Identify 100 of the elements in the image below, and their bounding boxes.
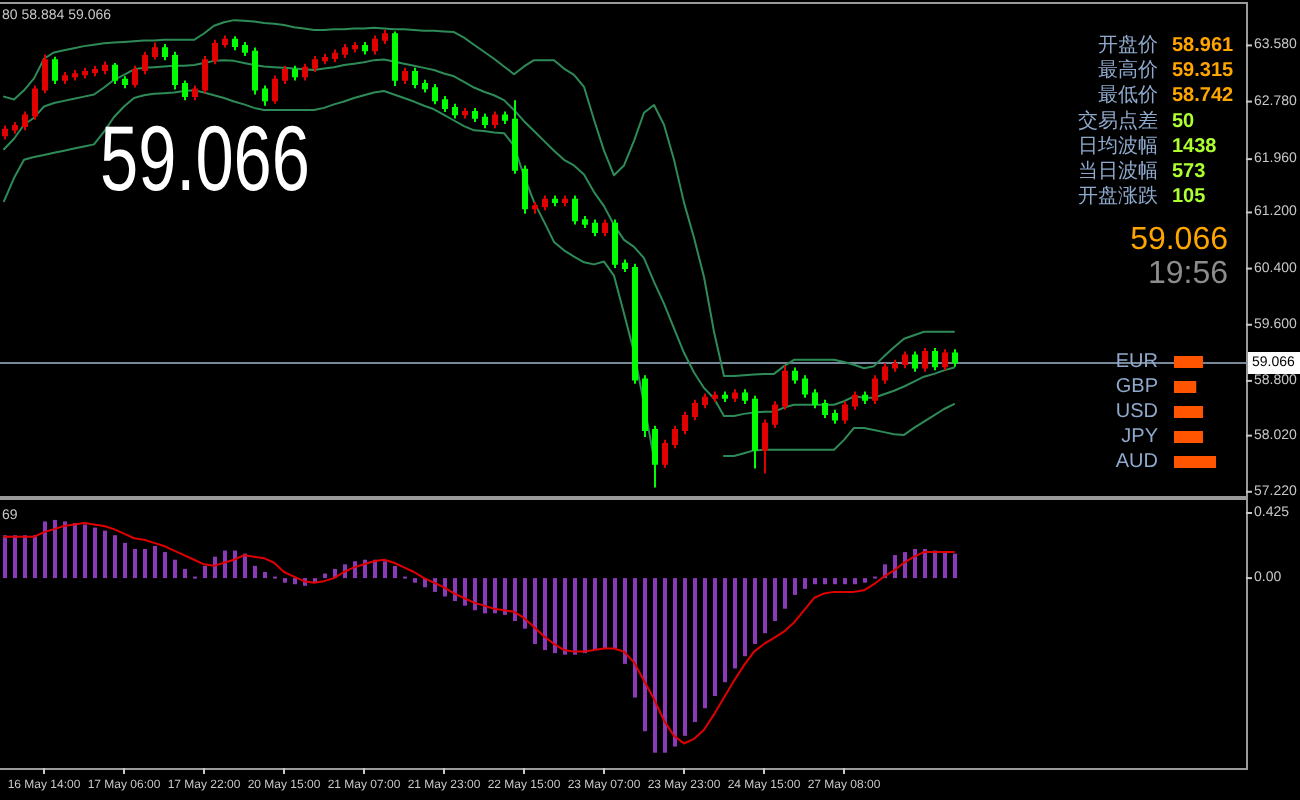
bar bbox=[943, 552, 947, 579]
text: 58.742 bbox=[1172, 85, 1235, 108]
text: 1438 bbox=[1172, 135, 1218, 158]
candlestick bbox=[512, 99, 518, 175]
bar bbox=[643, 578, 647, 732]
candlestick bbox=[262, 84, 268, 107]
bar bbox=[183, 568, 187, 579]
bar bbox=[253, 565, 257, 579]
candlestick bbox=[812, 388, 818, 410]
bar bbox=[593, 578, 597, 651]
candlestick bbox=[462, 106, 468, 120]
candlestick bbox=[882, 362, 888, 385]
candlestick bbox=[412, 66, 418, 90]
candlestick bbox=[562, 194, 568, 208]
bar bbox=[93, 527, 97, 579]
bar bbox=[33, 535, 37, 579]
text: 105 bbox=[1172, 186, 1207, 209]
bar bbox=[533, 578, 537, 644]
candlestick bbox=[892, 358, 898, 373]
candlestick bbox=[152, 41, 158, 61]
candlestick bbox=[912, 350, 918, 373]
bar bbox=[113, 535, 117, 579]
bar bbox=[823, 578, 827, 585]
bar bbox=[543, 578, 547, 651]
bar bbox=[693, 578, 697, 723]
bar bbox=[753, 578, 757, 644]
candlestick bbox=[22, 110, 28, 132]
candlestick bbox=[852, 390, 858, 411]
bar bbox=[783, 578, 787, 609]
bar bbox=[633, 578, 637, 698]
candlestick bbox=[832, 408, 838, 425]
bar bbox=[103, 530, 107, 579]
line-series bbox=[3, 58, 955, 417]
bar bbox=[953, 553, 957, 579]
bar bbox=[463, 578, 467, 606]
bar bbox=[553, 578, 557, 654]
bar bbox=[733, 578, 737, 669]
bar bbox=[673, 578, 677, 747]
candlestick bbox=[532, 200, 538, 215]
candlestick bbox=[122, 75, 128, 90]
bar bbox=[503, 578, 507, 615]
y-tick-label: USD bbox=[1115, 401, 1158, 423]
candlestick bbox=[202, 54, 208, 95]
candlestick bbox=[442, 94, 448, 114]
candlestick bbox=[692, 398, 698, 422]
text: 日均波幅 bbox=[1078, 133, 1158, 158]
candlestick bbox=[952, 348, 958, 368]
bar bbox=[603, 578, 607, 649]
candlestick bbox=[222, 34, 228, 49]
candlestick bbox=[12, 120, 18, 135]
bar bbox=[383, 561, 387, 579]
candlestick bbox=[102, 60, 108, 76]
bar bbox=[13, 535, 17, 579]
bar bbox=[913, 549, 917, 579]
text: 59.066 bbox=[1130, 223, 1229, 257]
candlestick bbox=[372, 34, 378, 56]
bar bbox=[203, 565, 207, 579]
bar bbox=[793, 578, 797, 595]
candlestick bbox=[782, 364, 788, 411]
candlestick bbox=[362, 40, 368, 56]
bar bbox=[123, 542, 127, 579]
bar bbox=[453, 578, 457, 602]
candlestick bbox=[722, 390, 728, 403]
bar bbox=[173, 559, 177, 579]
candlestick bbox=[902, 350, 908, 370]
y-tick-label: JPY bbox=[1121, 426, 1159, 448]
bar bbox=[473, 578, 477, 611]
candlestick bbox=[742, 388, 748, 406]
candlestick bbox=[672, 424, 678, 450]
bar bbox=[833, 578, 837, 585]
bar bbox=[563, 578, 567, 655]
candlestick bbox=[282, 64, 288, 86]
bar bbox=[133, 549, 137, 579]
candlestick bbox=[552, 194, 558, 208]
candlestick bbox=[92, 64, 98, 78]
candlestick bbox=[302, 62, 308, 82]
text: 59.315 bbox=[1172, 60, 1235, 83]
bar bbox=[53, 519, 57, 579]
candlestick bbox=[82, 66, 88, 80]
candlestick bbox=[932, 346, 938, 372]
candlestick bbox=[862, 390, 868, 406]
candlestick bbox=[312, 54, 318, 74]
candlestick bbox=[32, 84, 38, 121]
bar bbox=[153, 545, 157, 579]
bar bbox=[583, 578, 587, 654]
bar bbox=[143, 549, 147, 579]
bar bbox=[523, 578, 527, 629]
candlestick bbox=[622, 258, 628, 274]
bar bbox=[613, 578, 617, 649]
text: 最高价 bbox=[1098, 58, 1158, 83]
bar bbox=[653, 578, 657, 753]
bar bbox=[63, 521, 67, 579]
bar bbox=[163, 552, 167, 579]
candlestick bbox=[612, 218, 618, 269]
candlestick bbox=[522, 164, 528, 215]
candlestick bbox=[422, 78, 428, 94]
y-tick-label: GBP bbox=[1115, 376, 1159, 398]
candlestick bbox=[392, 30, 398, 88]
candlestick bbox=[662, 438, 668, 469]
candlestick bbox=[822, 398, 828, 420]
